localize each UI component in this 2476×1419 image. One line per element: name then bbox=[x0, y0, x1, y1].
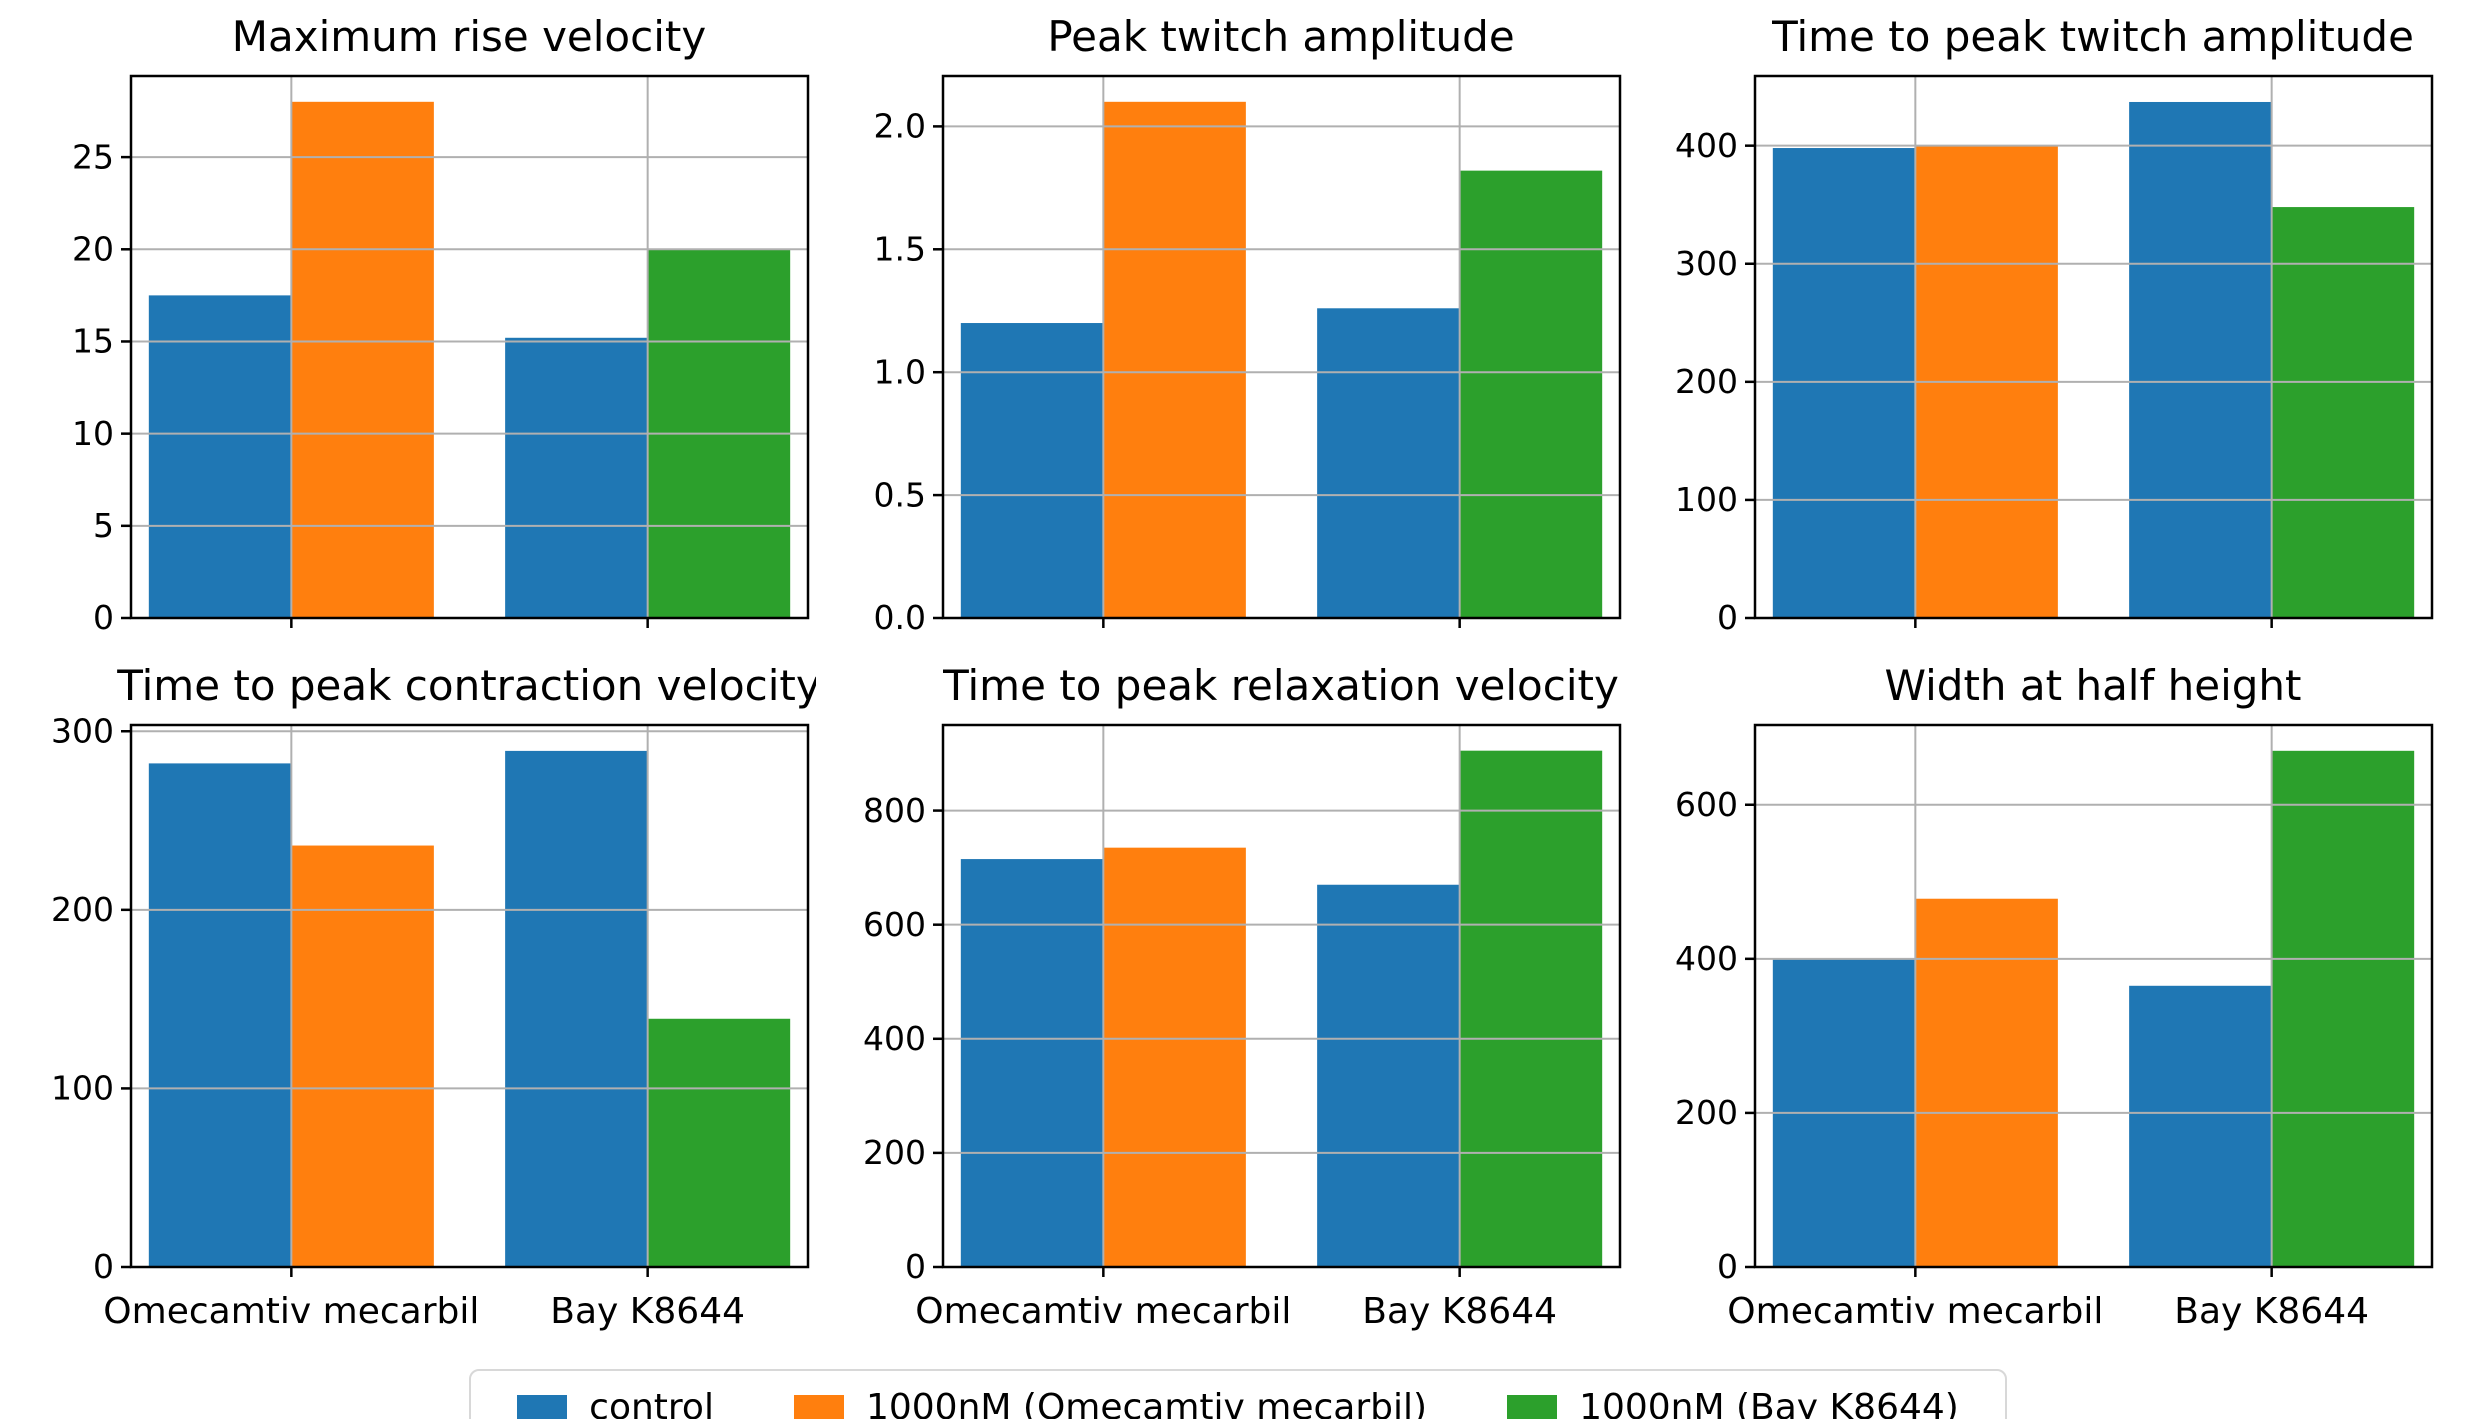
y-tick-label: 0.5 bbox=[874, 475, 926, 514]
y-tick-label: 400 bbox=[863, 1019, 926, 1058]
bar bbox=[960, 323, 1104, 618]
bar bbox=[2271, 750, 2415, 1267]
y-tick-label: 100 bbox=[1675, 480, 1738, 519]
y-tick-label: 0 bbox=[905, 1247, 926, 1286]
plot-area: 0 5 10 15 20 25 bbox=[72, 74, 810, 637]
y-tick-label: 600 bbox=[863, 905, 926, 944]
axes-spines bbox=[1753, 723, 2434, 1269]
chart-canvas: Width at half height 0 200 400 600 Omecamtiv… bbox=[1675, 661, 2434, 1332]
subplot-time-to-peak-relaxation-velocity: Time to peak relaxation velocity 0 200 400… bbox=[848, 655, 1628, 1359]
legend-item-bayk8644-1000nM: 1000nM (Bay K8644) bbox=[1507, 1387, 1959, 1419]
subplot-peak-twitch-amplitude: Peak twitch amplitude 0.0 0.5 1.0 1.5 2.0 bbox=[848, 6, 1628, 655]
chart-title: Time to peak twitch amplitude bbox=[1771, 12, 2414, 61]
bar bbox=[291, 845, 434, 1267]
chart-canvas: Maximum rise velocity 0 5 10 15 20 25 bbox=[72, 12, 810, 637]
y-tick-label: 25 bbox=[72, 137, 114, 176]
axes-spines bbox=[129, 723, 810, 1269]
x-tick-label: Bay K8644 bbox=[1362, 1291, 1557, 1332]
subplot-time-to-peak-twitch-amplitude: Time to peak twitch amplitude 0 100 200 300… bbox=[1660, 6, 2440, 655]
y-tick-label: 200 bbox=[51, 890, 114, 929]
x-tick-label: Omecamtiv mecarbil bbox=[1727, 1291, 2103, 1332]
y-tick-label: 0 bbox=[1717, 1247, 1738, 1286]
y-tick-label: 400 bbox=[1675, 126, 1738, 165]
chart-title: Maximum rise velocity bbox=[232, 12, 706, 61]
bar bbox=[148, 763, 292, 1267]
chart-canvas: Peak twitch amplitude 0.0 0.5 1.0 1.5 2.0 bbox=[874, 12, 1622, 637]
bar bbox=[647, 1018, 791, 1267]
legend: control 1000nM (Omecamtiv mecarbil) 1000… bbox=[469, 1369, 2007, 1419]
y-tick-label: 0 bbox=[93, 598, 114, 637]
y-tick-label: 800 bbox=[863, 791, 926, 830]
subplot-time-to-peak-contraction-velocity: Time to peak contraction velocity 0 100 20… bbox=[36, 655, 821, 1359]
plot-area: 0.0 0.5 1.0 1.5 2.0 bbox=[874, 74, 1622, 637]
chart-title: Peak twitch amplitude bbox=[1047, 12, 1514, 61]
plot-area: 0 100 200 300 Omecamtiv mecarbil Bay K8644 bbox=[51, 711, 810, 1332]
y-tick-label: 400 bbox=[1675, 939, 1738, 978]
x-tick-label: Bay K8644 bbox=[2174, 1291, 2369, 1332]
chart-title: Time to peak contraction velocity bbox=[116, 661, 816, 710]
y-tick-label: 300 bbox=[1675, 244, 1738, 283]
y-tick-label: 10 bbox=[72, 414, 114, 453]
y-tick-label: 1.5 bbox=[874, 230, 926, 269]
bar bbox=[2129, 101, 2272, 618]
x-tick-label: Omecamtiv mecarbil bbox=[915, 1291, 1291, 1332]
axes-spines bbox=[129, 74, 810, 620]
bar bbox=[1103, 101, 1246, 619]
y-tick-label: 2.0 bbox=[874, 107, 926, 146]
chart-title: Time to peak relaxation velocity bbox=[942, 661, 1619, 710]
legend-label-omecamtiv-1000nM: 1000nM (Omecamtiv mecarbil) bbox=[865, 1387, 1428, 1419]
y-tick-label: 200 bbox=[1675, 362, 1738, 401]
y-tick-label: 0.0 bbox=[874, 598, 926, 637]
y-tick-label: 200 bbox=[863, 1133, 926, 1172]
y-tick-label: 600 bbox=[1675, 785, 1738, 824]
bar bbox=[291, 101, 434, 619]
x-tick-label: Bay K8644 bbox=[550, 1291, 745, 1332]
bar bbox=[505, 337, 648, 618]
bar bbox=[960, 859, 1104, 1267]
legend-label-bayk8644-1000nM: 1000nM (Bay K8644) bbox=[1579, 1387, 1959, 1419]
legend-label-control: control bbox=[589, 1387, 714, 1419]
plot-area: 0 100 200 300 400 bbox=[1675, 74, 2434, 637]
y-tick-label: 5 bbox=[93, 506, 114, 545]
y-tick-label: 20 bbox=[72, 230, 114, 269]
chart-canvas: Time to peak twitch amplitude 0 100 200 300… bbox=[1675, 12, 2434, 637]
bar bbox=[1317, 308, 1460, 618]
legend-swatch-bayk8644-1000nM bbox=[1507, 1394, 1558, 1419]
axes-spines bbox=[1753, 74, 2434, 620]
y-tick-label: 300 bbox=[51, 711, 114, 750]
chart-canvas: Time to peak relaxation velocity 0 200 400… bbox=[863, 661, 1622, 1332]
y-tick-label: 1.0 bbox=[874, 352, 926, 391]
bar bbox=[2271, 207, 2415, 618]
bar bbox=[1103, 847, 1246, 1267]
y-tick-label: 0 bbox=[93, 1247, 114, 1286]
bar bbox=[1915, 898, 2058, 1267]
bar bbox=[148, 295, 292, 618]
y-tick-label: 0 bbox=[1717, 598, 1738, 637]
chart-canvas: Time to peak contraction velocity 0 100 20… bbox=[51, 661, 821, 1332]
y-tick-label: 200 bbox=[1675, 1093, 1738, 1132]
x-tick-label: Omecamtiv mecarbil bbox=[103, 1291, 479, 1332]
bar bbox=[1317, 884, 1460, 1267]
bar bbox=[1459, 170, 1603, 618]
axes-spines bbox=[941, 723, 1622, 1269]
chart-title: Width at half height bbox=[1885, 661, 2302, 710]
legend-item-omecamtiv-1000nM: 1000nM (Omecamtiv mecarbil) bbox=[793, 1387, 1428, 1419]
legend-item-control: control bbox=[517, 1387, 714, 1419]
legend-swatch-omecamtiv-1000nM bbox=[793, 1394, 844, 1419]
plot-area: 0 200 400 600 800 Omecamtiv mecarbil Bay K8644 bbox=[863, 723, 1622, 1332]
legend-swatch-control bbox=[517, 1394, 568, 1419]
plot-area: 0 200 400 600 Omecamtiv mecarbil Bay K8644 bbox=[1675, 723, 2434, 1332]
subplot-width-at-half-height: Width at half height 0 200 400 600 Omecamtiv… bbox=[1660, 655, 2440, 1359]
bar bbox=[1459, 750, 1603, 1267]
figure-grid: Maximum rise velocity 0 5 10 15 20 25 Peak tw… bbox=[36, 6, 2440, 1359]
axes-spines bbox=[941, 74, 1622, 620]
subplot-maximum-rise-velocity: Maximum rise velocity 0 5 10 15 20 25 bbox=[36, 6, 816, 655]
y-tick-label: 15 bbox=[72, 322, 114, 361]
bar bbox=[505, 750, 648, 1267]
bar bbox=[1772, 148, 1916, 618]
bar bbox=[2129, 985, 2272, 1267]
y-tick-label: 100 bbox=[51, 1069, 114, 1108]
